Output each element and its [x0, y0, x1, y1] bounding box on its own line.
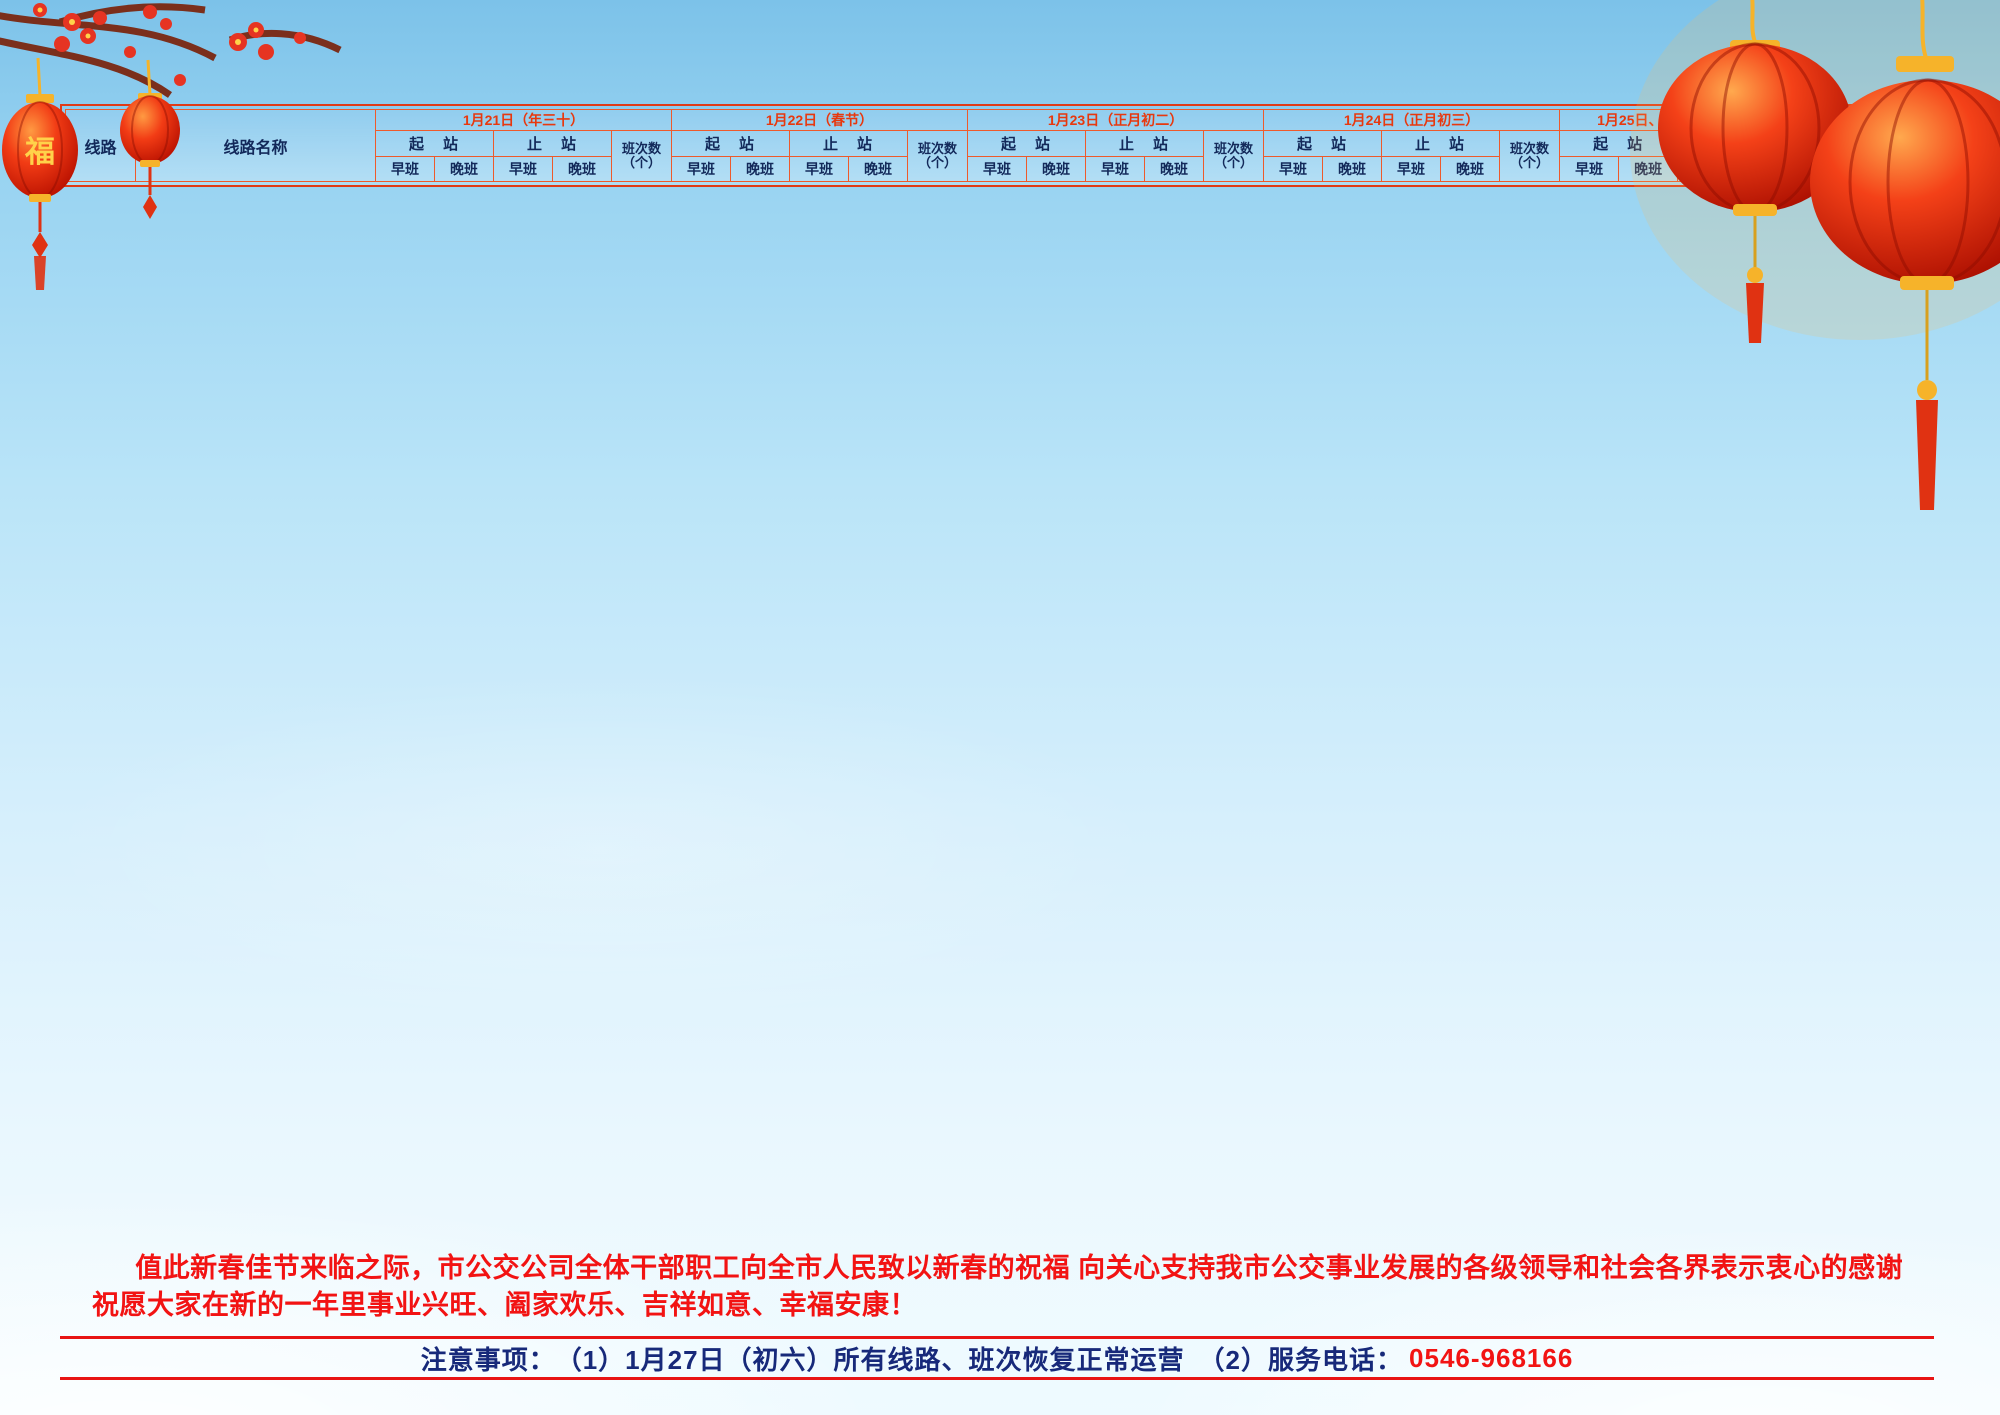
start-station-header: 起 站	[671, 130, 791, 157]
morning-shift-header: 早班	[1381, 156, 1442, 182]
evening-shift-header: 晚班	[730, 156, 791, 182]
date-header-3: 1月23日（正月初二）	[967, 109, 1265, 131]
table-header: 线路 线路名称 1月21日（年三十） 1月22日（春节） 1月23日（正月初二）…	[65, 109, 1931, 182]
morning-shift-header: 早班	[1559, 156, 1620, 182]
start-station-header: 起 站	[375, 130, 494, 157]
fu-character: 福	[24, 136, 55, 169]
start-station-header: 起 站	[967, 130, 1087, 157]
evening-shift-header: 晚班	[1322, 156, 1383, 182]
morning-shift-header: 早班	[1263, 156, 1324, 182]
header-row-dates: 线路 线路名称 1月21日（年三十） 1月22日（春节） 1月23日（正月初二）…	[65, 109, 1931, 182]
morning-shift-header: 早班	[493, 156, 553, 182]
end-station-header: 止 站	[1677, 130, 1797, 157]
evening-shift-header: 晚班	[1144, 156, 1205, 182]
evening-shift-header: 晚班	[1618, 156, 1679, 182]
branch	[0, 3, 342, 98]
date-header-2: 1月22日（春节）	[671, 109, 969, 131]
morning-shift-header: 早班	[1677, 156, 1738, 182]
frequency-header: 班次数 （个）	[1499, 130, 1561, 182]
morning-shift-header: 早班	[967, 156, 1028, 182]
bus-schedule-table: 线路 线路名称 1月21日（年三十） 1月22日（春节） 1月23日（正月初二）…	[65, 109, 1931, 182]
morning-shift-header: 早班	[789, 156, 850, 182]
col-header-route-left: 线路	[65, 109, 136, 182]
frequency-header: 班次数 （个）	[1203, 130, 1265, 182]
end-station-header: 止 站	[1085, 130, 1205, 157]
evening-shift-header: 晚班	[848, 156, 909, 182]
date-header-4: 1月24日（正月初三）	[1263, 109, 1561, 131]
date-header-1: 1月21日（年三十）	[374, 109, 673, 131]
col-header-name: 线路名称	[135, 109, 376, 182]
blossom-centers	[37, 7, 259, 45]
notice-body: （1）1月27日（初六）所有线路、班次恢复正常运营 （2）服务电话：	[555, 1344, 1404, 1375]
evening-shift-header: 晚班	[1026, 156, 1087, 182]
evening-shift-header: 晚班	[1440, 156, 1501, 182]
frequency-header: 班次数 （个）	[1795, 130, 1857, 182]
evening-shift-header: 晚班	[434, 156, 494, 182]
start-station-header: 起 站	[1263, 130, 1383, 157]
end-station-header: 止 站	[789, 130, 909, 157]
date-header-5: 1月25日、26日（正月初四、初五）	[1559, 109, 1857, 131]
evening-shift-header: 晚班	[1736, 156, 1797, 182]
morning-shift-header: 早班	[671, 156, 732, 182]
morning-shift-header: 早班	[1085, 156, 1146, 182]
red-lanterns-decoration	[1630, 0, 2000, 510]
footer-notice-bar: 注意事项： （1）1月27日（初六）所有线路、班次恢复正常运营 （2）服务电话：…	[60, 1336, 1934, 1380]
frequency-header: 班次数 （个）	[610, 130, 673, 182]
start-station-header: 起 站	[1559, 130, 1679, 157]
col-header-route-right: 线路	[1855, 109, 1931, 182]
service-phone-number: 0546-968166	[1409, 1342, 1574, 1373]
frequency-header: 班次数 （个）	[907, 130, 969, 182]
morning-shift-header: 早班	[375, 156, 435, 182]
end-station-header: 止 站	[1381, 130, 1501, 157]
lantern-right	[1810, 0, 2000, 510]
timetable-frame: 线路 线路名称 1月21日（年三十） 1月22日（春节） 1月23日（正月初二）…	[60, 104, 1938, 187]
end-station-header: 止 站	[493, 130, 612, 157]
evening-shift-header: 晚班	[552, 156, 612, 182]
notice-label: 注意事项：	[420, 1344, 556, 1375]
new-year-greeting-text: 值此新春佳节来临之际，市公交公司全体干部职工向全市人民致以新春的祝福 向关心支持…	[92, 1253, 1904, 1320]
blossoms	[33, 3, 306, 86]
